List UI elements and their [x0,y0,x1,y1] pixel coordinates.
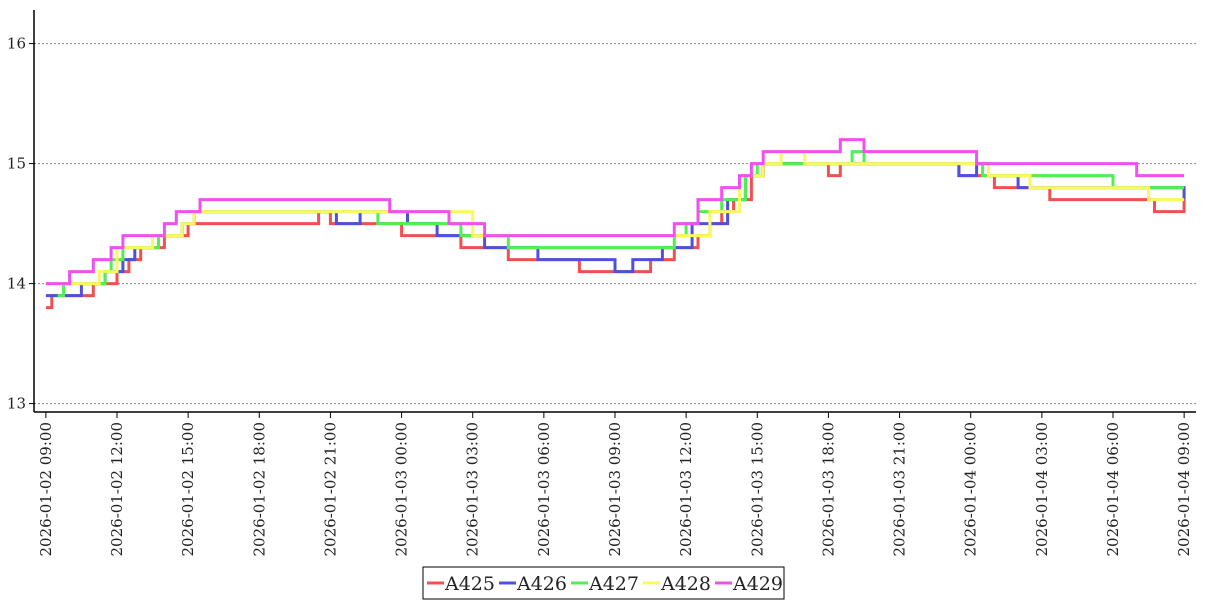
grid [34,43,1196,405]
x-tick-label: 2026-01-03 03:00 [464,422,482,556]
legend-label: A427 [588,573,639,595]
x-tick-label: 2026-01-03 09:00 [606,422,624,556]
legend-label: A428 [660,573,711,595]
x-tick-label: 2026-01-04 06:00 [1104,422,1122,556]
y-tick-label: 16 [7,35,26,53]
legend-label: A425 [444,573,495,595]
y-tick-label: 13 [7,395,26,413]
legend-label: A429 [732,573,783,595]
x-tick-label: 2026-01-03 00:00 [393,422,411,556]
x-tick-label: 2026-01-02 18:00 [250,422,268,556]
x-tick-label: 2026-01-03 18:00 [819,422,837,556]
series-line-a429 [45,138,1185,286]
x-tick-label: 2026-01-04 00:00 [962,422,980,556]
series-line-a428 [57,150,1185,286]
y-tick-label: 14 [7,275,26,293]
x-tick-label: 2026-01-02 09:00 [37,422,55,556]
x-tick-label: 2026-01-03 12:00 [677,422,695,556]
y-tick-label: 15 [7,155,26,173]
x-tick-label: 2026-01-03 15:00 [748,422,766,556]
x-tick-label: 2026-01-03 21:00 [891,422,909,556]
y-ticks: 13 14 15 16 [7,35,34,413]
series-line-a426 [45,162,1186,298]
x-ticks: 2026-01-02 09:00 2026-01-02 12:00 2026-01-… [37,412,1193,556]
legend: A425 A426 A427 A428 A429 [422,566,785,600]
x-tick-label: 2026-01-02 21:00 [321,422,339,556]
x-tick-label: 2026-01-04 09:00 [1175,422,1193,556]
x-tick-label: 2026-01-02 12:00 [108,422,126,556]
legend-label: A426 [516,573,567,595]
x-tick-label: 2026-01-02 15:00 [179,422,197,556]
series-lines [45,138,1186,310]
x-tick-label: 2026-01-04 03:00 [1033,422,1051,556]
x-tick-label: 2026-01-03 06:00 [535,422,553,556]
